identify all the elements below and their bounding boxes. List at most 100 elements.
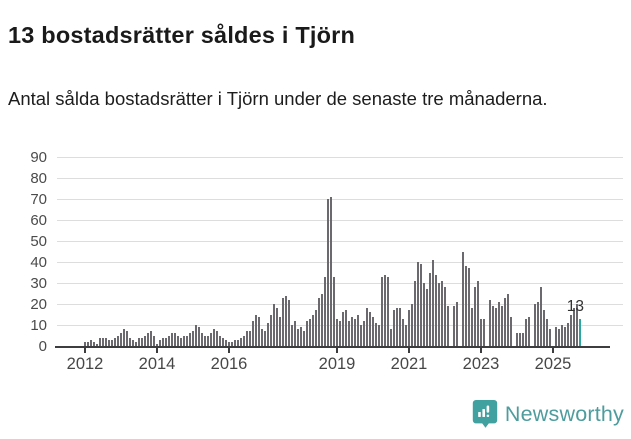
bar: [212, 329, 216, 346]
gridline-40: [57, 262, 623, 263]
bar: [422, 283, 426, 346]
bar: [347, 320, 351, 346]
x-tick-2012: [84, 348, 86, 353]
bar: [338, 320, 342, 346]
bar: [236, 339, 240, 346]
bar: [455, 301, 459, 346]
bar: [425, 289, 429, 346]
bar: [155, 343, 159, 346]
bar: [491, 306, 495, 346]
bar: [248, 331, 252, 346]
bar: [251, 320, 255, 346]
x-tick-label-2014: 2014: [138, 355, 176, 373]
bar: [380, 276, 384, 346]
bar: [326, 199, 330, 346]
bar: [368, 312, 372, 346]
bar: [515, 333, 519, 346]
bar: [92, 341, 96, 346]
bar: [437, 283, 441, 346]
bar: [224, 339, 228, 346]
bar: [482, 318, 486, 346]
bar: [572, 308, 576, 346]
bar: [554, 327, 558, 346]
bar: [419, 264, 423, 346]
bar: [305, 320, 309, 346]
bar: [203, 335, 207, 346]
bar: [401, 318, 405, 346]
gridline-90: [57, 157, 623, 158]
bar: [116, 335, 120, 346]
bar: [167, 335, 171, 346]
newsworthy-wordmark: Newsworthy: [504, 401, 624, 426]
bar: [560, 325, 564, 346]
bar: [233, 339, 237, 346]
bar: [503, 297, 507, 346]
bar: [293, 320, 297, 346]
bar: [95, 343, 99, 346]
bar: [254, 314, 258, 346]
bar: [107, 339, 111, 346]
bar: [416, 262, 420, 346]
bar: [443, 287, 447, 346]
bar: [536, 301, 540, 346]
bar: [563, 327, 567, 346]
gridline-80: [57, 178, 623, 179]
y-axis-labels: 0 10 20 30 40 50 60 70 80 90: [0, 149, 47, 355]
y-tick-label-40: 40: [30, 254, 47, 271]
bar: [317, 297, 321, 346]
bar: [113, 337, 117, 346]
bar: [314, 310, 318, 346]
bar: [392, 310, 396, 346]
bar: [143, 335, 147, 346]
bar: [149, 331, 153, 346]
bar: [548, 329, 552, 346]
bar: [137, 337, 141, 346]
bar: [110, 339, 114, 346]
newsworthy-logo-icon: [472, 399, 498, 429]
x-tick-label-2012: 2012: [66, 355, 104, 373]
bar: [371, 316, 375, 346]
bar: [245, 331, 249, 346]
bar: [215, 331, 219, 346]
x-tick-label-2016: 2016: [210, 355, 248, 373]
bar: [140, 337, 144, 346]
bar: [197, 327, 201, 346]
bar: [488, 299, 492, 346]
x-tick-2019: [336, 348, 338, 353]
bar: [275, 308, 279, 346]
bar: [104, 337, 108, 346]
bar: [83, 341, 87, 346]
x-tick-label-2023: 2023: [462, 355, 500, 373]
bar: [128, 337, 132, 346]
bar: [281, 297, 285, 346]
x-tick-2016: [228, 348, 230, 353]
bar: [269, 314, 273, 346]
bar-chart-plot-area: 2012 2014 2016 2019 2021 2023 2025 13: [55, 157, 623, 373]
page-title: 13 bostadsrätter såldes i Tjörn: [8, 21, 356, 48]
bar-highlighted-latest: [578, 318, 582, 346]
bar: [278, 316, 282, 346]
bar: [284, 295, 288, 346]
bar: [428, 272, 432, 346]
bar: [182, 335, 186, 346]
bar: [431, 259, 435, 346]
y-tick-label-90: 90: [30, 149, 47, 166]
x-tick-2025: [552, 348, 554, 353]
bar: [302, 331, 306, 346]
bar: [122, 329, 126, 346]
bar: [257, 316, 261, 346]
bar: [146, 333, 150, 346]
bar: [509, 316, 513, 346]
newsworthy-logo[interactable]: Newsworthy: [472, 399, 624, 429]
bar: [524, 318, 528, 346]
gridline-30: [57, 283, 623, 284]
x-tick-label-2019: 2019: [318, 355, 356, 373]
bar: [134, 341, 138, 346]
bar: [176, 335, 180, 346]
bar: [86, 341, 90, 346]
bar: [518, 333, 522, 346]
bar: [452, 306, 456, 346]
bar: [395, 308, 399, 346]
bar: [152, 335, 156, 346]
